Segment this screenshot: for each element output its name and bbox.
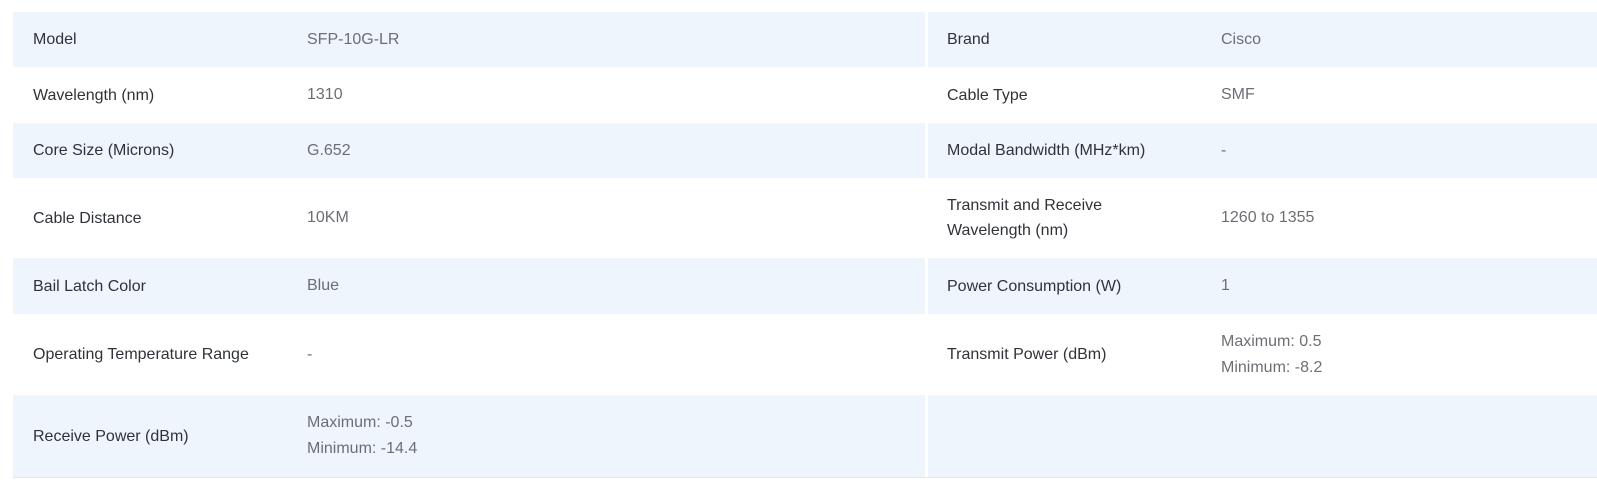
spec-label: Transmit and Receive Wavelength (nm) — [947, 197, 1103, 239]
spec-value: G.652 — [307, 141, 351, 159]
spec-cell: Core Size (Microns) G.652 — [13, 123, 925, 178]
spec-cell: Operating Temperature Range - — [13, 314, 925, 395]
spec-cell: Modal Bandwidth (MHz*km) - — [928, 123, 1597, 178]
spec-row: Operating Temperature Range - Transmit Po… — [13, 314, 1597, 395]
spec-label: Receive Power (dBm) — [33, 427, 189, 445]
max-value: Maximum: 0.5 — [1221, 332, 1322, 350]
spec-cell: Model SFP-10G-LR — [13, 12, 925, 67]
spec-value: Cisco — [1221, 30, 1262, 48]
spec-row: Model SFP-10G-LR Brand Cisco — [13, 12, 1597, 67]
min-value: Minimum: -14.4 — [307, 440, 418, 457]
spec-row: Core Size (Microns) G.652 Modal Bandwidth… — [13, 123, 1597, 178]
spec-value: Maximum: 0.5 Minimum: -8.2 — [1221, 329, 1322, 381]
spec-label: Transmit Power (dBm) — [947, 346, 1107, 363]
spec-value: 1 — [1221, 277, 1230, 294]
min-value: Minimum: -8.2 — [1221, 358, 1323, 376]
spec-row: Cable Distance 10KM Transmit and Receive … — [13, 178, 1597, 258]
spec-label: Core Size (Microns) — [33, 142, 175, 159]
spec-cell: Wavelength (nm) 1310 — [13, 67, 925, 123]
spec-label: Operating Temperature Range — [33, 346, 249, 363]
spec-label: Power Consumption (W) — [947, 277, 1122, 295]
spec-label: Modal Bandwidth (MHz*km) — [947, 142, 1146, 159]
spec-cell: Cable Type SMF — [928, 67, 1597, 123]
spec-value: Maximum: -0.5 Minimum: -14.4 — [307, 410, 417, 462]
spec-row: Receive Power (dBm) Maximum: -0.5 Minimum:… — [13, 395, 1597, 477]
spec-cell: Brand Cisco — [928, 12, 1597, 67]
spec-label: Brand — [947, 31, 990, 48]
spec-cell: Transmit Power (dBm) Maximum: 0.5 Minimum:… — [928, 314, 1597, 395]
spec-value: Blue — [307, 277, 340, 294]
spec-value: 1310 — [307, 86, 343, 103]
spec-value: SMF — [1221, 86, 1255, 103]
spec-row: Wavelength (nm) 1310 Cable Type SMF — [13, 67, 1597, 123]
spec-label: Bail Latch Color — [33, 277, 146, 295]
spec-table: Model SFP-10G-LR Brand Cisco Wavelength (n… — [13, 12, 1597, 478]
spec-label: Cable Distance — [33, 209, 142, 227]
spec-label: Model — [33, 31, 77, 48]
spec-cell: Cable Distance 10KM — [13, 178, 925, 258]
spec-row: Bail Latch Color Blue Power Consumption (… — [13, 258, 1597, 314]
spec-label: Wavelength (nm) — [33, 86, 155, 104]
max-value: Maximum: -0.5 — [307, 414, 413, 431]
spec-value: 10KM — [307, 209, 349, 226]
spec-cell: Transmit and Receive Wavelength (nm) 1260… — [928, 178, 1597, 258]
spec-value: 1260 to 1355 — [1221, 209, 1315, 226]
spec-cell: Power Consumption (W) 1 — [928, 258, 1597, 314]
spec-cell: Receive Power (dBm) Maximum: -0.5 Minimum:… — [13, 395, 925, 477]
spec-label: Cable Type — [947, 86, 1028, 104]
spec-cell: Bail Latch Color Blue — [13, 258, 925, 314]
spec-cell-empty — [928, 395, 1597, 477]
spec-value: SFP-10G-LR — [307, 30, 400, 48]
spec-value: - — [307, 345, 313, 363]
spec-value: - — [1221, 141, 1227, 159]
